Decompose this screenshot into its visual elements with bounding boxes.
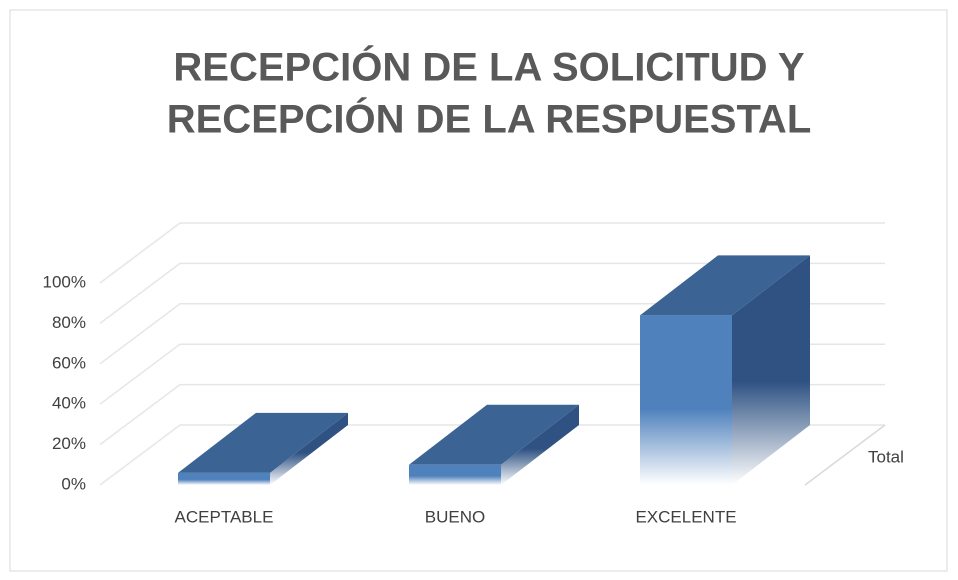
x-tick-label: EXCELENTE: [635, 507, 736, 526]
grid-line: [99, 222, 885, 284]
y-tick-label: 0%: [61, 474, 86, 493]
x-tick-label: BUENO: [425, 507, 485, 526]
bar-side: [732, 255, 810, 485]
bar: [409, 464, 501, 485]
y-tick-label: 40%: [52, 394, 86, 413]
y-tick-label: 20%: [52, 434, 86, 453]
bar: [640, 315, 732, 485]
bar-top: [178, 412, 348, 473]
bar: [178, 472, 270, 485]
legend-label: Total: [868, 447, 904, 466]
bar-side: [270, 412, 348, 485]
bar-top: [640, 255, 810, 316]
y-tick-label: 60%: [52, 353, 86, 372]
grid-line: [99, 262, 885, 324]
chart-title: RECEPCIÓN DE LA RESPUESTAL: [167, 96, 812, 142]
bar-top: [409, 404, 579, 465]
grid-line: [99, 303, 885, 365]
floor-edge: [804, 424, 886, 486]
x-tick-label: ACEPTABLE: [175, 507, 274, 526]
y-tick-label: 100%: [43, 272, 86, 291]
chart-title: RECEPCIÓN DE LA SOLICITUD Y: [173, 44, 804, 90]
bar-side: [501, 404, 579, 485]
y-tick-label: 80%: [52, 313, 86, 332]
